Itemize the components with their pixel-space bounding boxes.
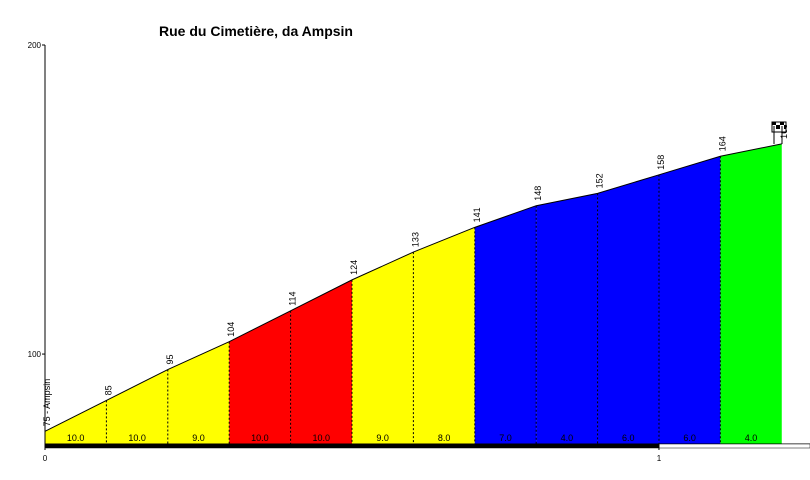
finish-flag — [771, 121, 787, 144]
x-tick-label: 1 — [657, 454, 662, 463]
profile-segment — [167, 341, 230, 444]
profile-segment — [413, 227, 475, 444]
elevation-label: 148 — [533, 186, 543, 201]
gradient-label: 6.0 — [622, 433, 635, 443]
gradient-label: 6.0 — [683, 433, 696, 443]
profile-segment — [536, 193, 598, 444]
elevation-label: 141 — [472, 207, 482, 222]
profile-segment — [106, 369, 168, 444]
gradient-label: 9.0 — [192, 433, 205, 443]
gradient-label: 10.0 — [251, 433, 269, 443]
elevation-label: 158 — [656, 155, 666, 170]
gradient-label: 7.0 — [499, 433, 512, 443]
profile-segment — [45, 400, 107, 444]
elevation-label: 85 — [103, 385, 113, 395]
profile-segment — [229, 310, 291, 444]
elevation-label: 75 - Ampsin — [42, 379, 52, 427]
elevation-label: 133 — [410, 232, 420, 247]
elevation-label: 164 — [717, 136, 727, 151]
x-tick-label: 0 — [43, 454, 48, 463]
gradient-label: 9.0 — [376, 433, 389, 443]
km-bar — [658, 443, 810, 449]
profile-segment — [658, 156, 721, 445]
gradient-label: 10.0 — [67, 433, 85, 443]
gradient-label: 4.0 — [561, 433, 574, 443]
profile-segment — [720, 143, 782, 444]
gradient-label: 8.0 — [438, 433, 451, 443]
elevation-label: 114 — [288, 291, 298, 305]
chart-title: Rue du Cimetière, da Ampsin — [159, 23, 353, 39]
km-bar — [44, 443, 660, 449]
elevation-label: 152 — [595, 173, 605, 188]
gradient-label: 4.0 — [745, 433, 758, 443]
profile-segment — [597, 174, 659, 445]
profile-segment — [290, 279, 352, 444]
elevation-label: 104 — [226, 322, 236, 337]
gradient-label: 10.0 — [128, 433, 146, 443]
y-tick-label: 100 — [28, 350, 42, 359]
y-tick-label: 200 — [28, 41, 42, 50]
profile-segment — [474, 205, 537, 444]
gradient-label: 10.0 — [313, 433, 331, 443]
profile-segment — [351, 252, 414, 444]
elevation-label: 124 — [349, 260, 359, 275]
elevation-label: 95 — [165, 355, 175, 365]
